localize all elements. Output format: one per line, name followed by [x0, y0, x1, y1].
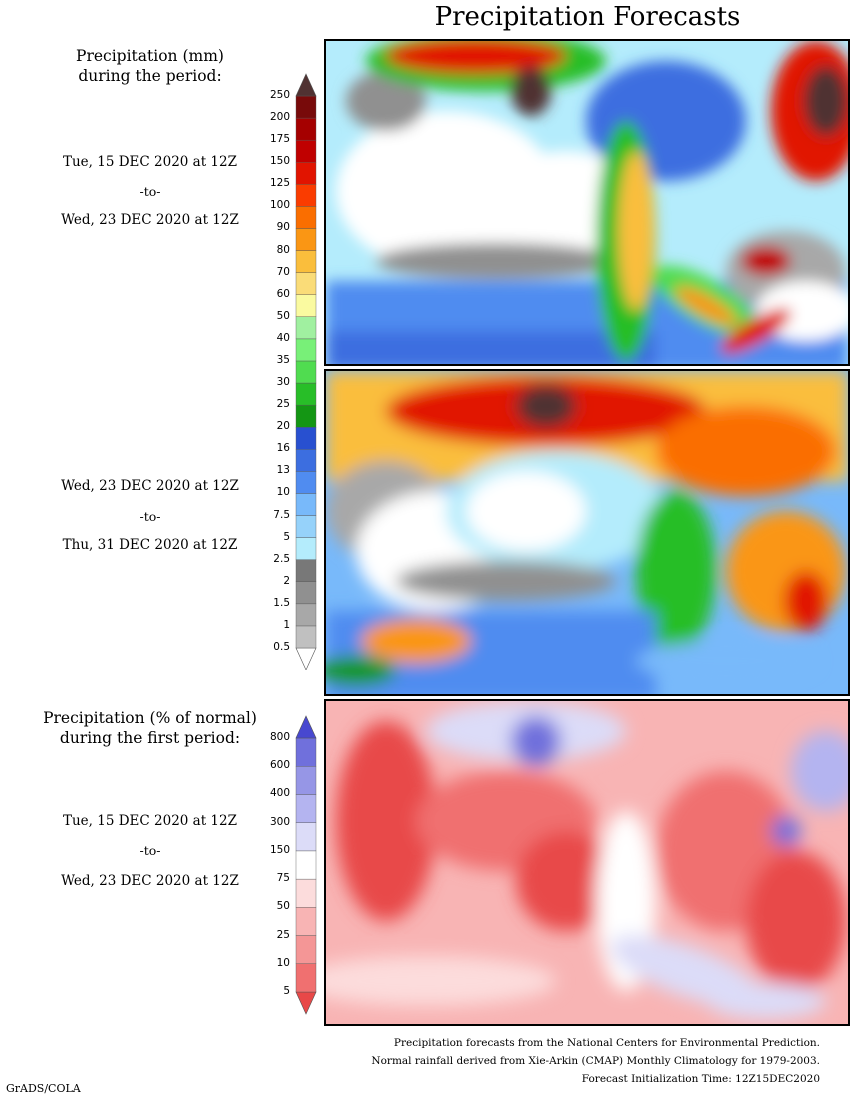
pct-colorbar-tick-label: 5 [250, 985, 290, 997]
mm-colorbar-tick-label: 30 [250, 376, 290, 388]
pct-colorbar-tick-label: 800 [250, 731, 290, 743]
mm-colorbar-tick-label: 50 [250, 310, 290, 322]
mm-colorbar-tick-label: 25 [250, 398, 290, 410]
mm-colorbar-swatch [296, 516, 316, 538]
mm-colorbar-swatch [296, 206, 316, 228]
pct-normal-map [326, 701, 848, 1024]
mm-colorbar-swatch [296, 405, 316, 427]
mm-colorbar-tick-label: 70 [250, 266, 290, 278]
pct-colorbar-tick-label: 25 [250, 929, 290, 941]
mm-colorbar-tick-label: 250 [250, 89, 290, 101]
mm-colorbar-swatch [296, 228, 316, 250]
mm-colorbar-tick-label: 100 [250, 199, 290, 211]
mm-colorbar-tick-label: 1.5 [250, 597, 290, 609]
footer-line2: Normal rainfall derived from Xie-Arkin (… [371, 1052, 820, 1070]
mm-colorbar-swatch [296, 582, 316, 604]
page-title: Precipitation Forecasts [325, 2, 850, 32]
mm-colorbar-swatch [296, 295, 316, 317]
pct-colorbar-swatch [296, 851, 316, 879]
pct-header: Precipitation (% of normal) during the f… [20, 708, 280, 748]
footer-line3: Forecast Initialization Time: 12Z15DEC20… [371, 1070, 820, 1088]
mm-colorbar-labels: 0.5 1 1.5 2 2.5 5 7.5 10 13 16 20 25 30 35 40 50 60 70 80 9… [250, 70, 295, 670]
footer-line1: Precipitation forecasts from the Nationa… [371, 1034, 820, 1052]
mm-colorbar-swatch [296, 471, 316, 493]
pct-colorbar-tick-label: 300 [250, 816, 290, 828]
mm-colorbar-swatch [296, 560, 316, 582]
mm-colorbar-top-triangle [296, 74, 316, 96]
precip-map-period2 [326, 371, 848, 694]
pct-colorbar-tick-label: 150 [250, 844, 290, 856]
mm-header-line1: Precipitation (mm) [40, 46, 260, 66]
pct-colorbar-swatch [296, 738, 316, 766]
mm-colorbar-swatch [296, 626, 316, 648]
pct-colorbar-bottom-triangle [296, 992, 316, 1014]
mm-colorbar-tick-label: 5 [250, 531, 290, 543]
pct-colorbar-swatch [296, 964, 316, 992]
mm-colorbar-bottom-triangle [296, 648, 316, 670]
precip-map-period1 [326, 41, 848, 364]
mm-colorbar-tick-label: 16 [250, 442, 290, 454]
pct-colorbar-tick-label: 75 [250, 872, 290, 884]
mm-colorbar-tick-label: 7.5 [250, 509, 290, 521]
mm-colorbar-tick-label: 35 [250, 354, 290, 366]
mm-colorbar-swatch [296, 493, 316, 515]
pct-colorbar-swatch [296, 879, 316, 907]
mm-colorbar-tick-label: 10 [250, 486, 290, 498]
mm-header: Precipitation (mm) during the period: [40, 46, 260, 86]
credit: GrADS/COLA [6, 1082, 81, 1095]
pct-colorbar-tick-label: 600 [250, 759, 290, 771]
mm-colorbar-swatch [296, 383, 316, 405]
mm-colorbar-tick-label: 20 [250, 420, 290, 432]
mm-colorbar-tick-label: 150 [250, 155, 290, 167]
pct-colorbar-tick-label: 400 [250, 787, 290, 799]
mm-colorbar-tick-label: 1 [250, 619, 290, 631]
mm-colorbar-tick-label: 0.5 [250, 641, 290, 653]
mm-colorbar-tick-label: 90 [250, 221, 290, 233]
pct-colorbar-tick-label: 50 [250, 900, 290, 912]
mm-colorbar-tick-label: 2 [250, 575, 290, 587]
mm-colorbar-swatch [296, 449, 316, 471]
map-panel-pct-normal [324, 699, 850, 1026]
footer: Precipitation forecasts from the Nationa… [371, 1034, 820, 1088]
pct-colorbar-swatch [296, 823, 316, 851]
mm-colorbar-tick-label: 13 [250, 464, 290, 476]
pct-colorbar-swatch [296, 936, 316, 964]
pct-colorbar-top-triangle [296, 716, 316, 738]
pct-colorbar-swatch [296, 794, 316, 822]
mm-colorbar-swatch [296, 273, 316, 295]
mm-colorbar-swatch [296, 361, 316, 383]
pct-header-line2: during the first period: [20, 728, 280, 748]
mm-colorbar-swatch [296, 184, 316, 206]
mm-colorbar-swatch [296, 251, 316, 273]
pct-colorbar-tick-label: 10 [250, 957, 290, 969]
mm-colorbar-swatch [296, 427, 316, 449]
map-panel-period1 [324, 39, 850, 366]
pct-header-line1: Precipitation (% of normal) [20, 708, 280, 728]
mm-colorbar-tick-label: 40 [250, 332, 290, 344]
mm-colorbar-swatch [296, 140, 316, 162]
mm-colorbar-swatch [296, 162, 316, 184]
mm-colorbar-swatch [296, 118, 316, 140]
mm-colorbar-swatch [296, 604, 316, 626]
mm-colorbar-swatch [296, 317, 316, 339]
mm-colorbar-tick-label: 80 [250, 244, 290, 256]
mm-header-line2: during the period: [40, 66, 260, 86]
mm-colorbar-tick-label: 200 [250, 111, 290, 123]
mm-colorbar-tick-label: 2.5 [250, 553, 290, 565]
mm-colorbar-swatch [296, 96, 316, 118]
mm-colorbar-tick-label: 175 [250, 133, 290, 145]
mm-colorbar-swatch [296, 339, 316, 361]
map-panel-period2 [324, 369, 850, 696]
mm-colorbar-tick-label: 60 [250, 288, 290, 300]
mm-colorbar-swatch [296, 538, 316, 560]
pct-colorbar-labels: 5 10 25 50 75 150 300 400 600 800 [250, 712, 295, 1017]
pct-colorbar-swatch [296, 766, 316, 794]
pct-colorbar-swatch [296, 907, 316, 935]
mm-colorbar-tick-label: 125 [250, 177, 290, 189]
